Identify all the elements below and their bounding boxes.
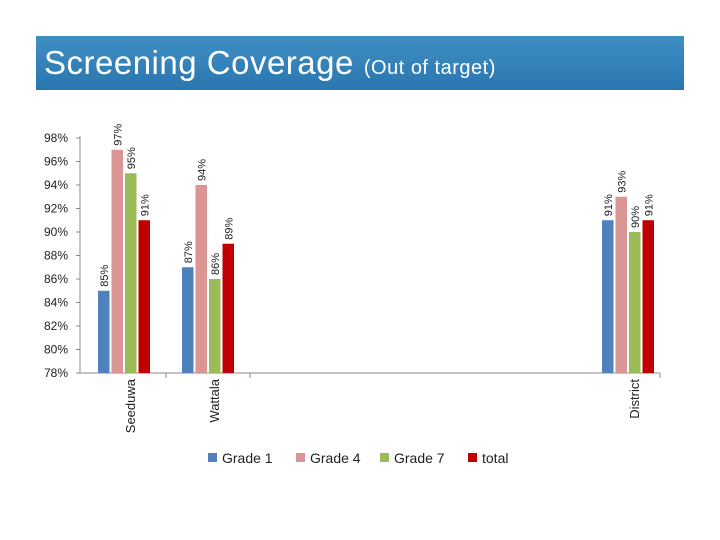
bar-total [222, 243, 234, 373]
y-tick-label: 88% [44, 249, 68, 263]
data-label: 85% [99, 265, 111, 287]
data-label: 86% [210, 253, 222, 275]
data-label: 91% [139, 194, 151, 216]
category-label: Wattala [207, 378, 222, 422]
y-tick-label: 86% [44, 272, 68, 286]
legend-label: total [482, 450, 508, 466]
y-tick-label: 78% [44, 366, 68, 380]
bar-grade-7 [629, 232, 641, 373]
y-tick-label: 84% [44, 296, 68, 310]
y-tick-label: 90% [44, 225, 68, 239]
data-label: 95% [126, 147, 138, 169]
bar-grade-1 [182, 267, 194, 373]
data-label: 90% [630, 206, 642, 228]
bar-grade-1 [602, 220, 614, 373]
legend-label: Grade 4 [310, 450, 361, 466]
y-tick-label: 94% [44, 178, 68, 192]
title-main-text: Screening Coverage [44, 44, 354, 81]
category-label: Seeduwa [123, 378, 138, 433]
y-tick-label: 96% [44, 155, 68, 169]
legend-swatch [296, 453, 305, 462]
legend-label: Grade 7 [394, 450, 445, 466]
data-label: 93% [616, 171, 628, 193]
y-tick-label: 98% [44, 131, 68, 145]
legend-swatch [468, 453, 477, 462]
category-label: District [627, 379, 642, 419]
bar-grade-4 [195, 185, 207, 373]
y-tick-label: 92% [44, 202, 68, 216]
bar-grade-4 [111, 149, 123, 373]
data-label: 89% [223, 218, 235, 240]
data-label: 91% [643, 194, 655, 216]
legend-label: Grade 1 [222, 450, 273, 466]
bar-total [138, 220, 150, 373]
data-label: 97% [112, 124, 124, 146]
legend-swatch [208, 453, 217, 462]
bar-total [642, 220, 654, 373]
legend-swatch [380, 453, 389, 462]
y-tick-label: 80% [44, 343, 68, 357]
title-subtitle: (Out of target) [363, 57, 496, 79]
data-label: 91% [603, 194, 615, 216]
y-tick-label: 82% [44, 319, 68, 333]
data-label: 87% [183, 241, 195, 263]
bar-grade-7 [125, 173, 137, 373]
title-banner: Screening Coverage (Out of target) [36, 36, 684, 90]
chart-title: Screening Coverage (Out of target) [44, 44, 496, 82]
bar-grade-7 [209, 279, 221, 373]
bar-grade-4 [615, 196, 627, 373]
bar-grade-1 [98, 290, 110, 373]
data-label: 94% [196, 159, 208, 181]
